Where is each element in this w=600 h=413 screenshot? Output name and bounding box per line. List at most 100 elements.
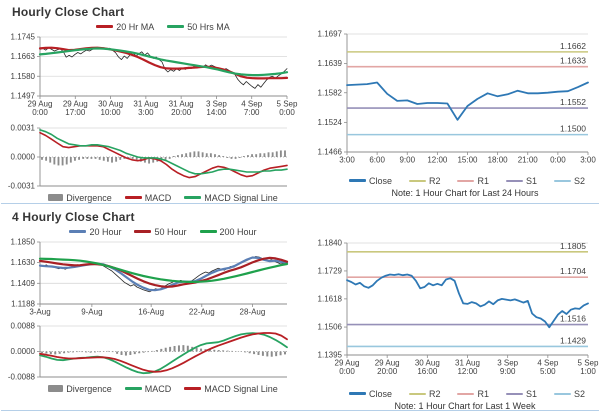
svg-text:1.1582: 1.1582 (318, 88, 343, 97)
purple-line-swatch (506, 179, 523, 182)
legend-item-r2: R2 (408, 389, 440, 399)
svg-text:1.1497: 1.1497 (11, 92, 36, 101)
svg-text:1.1850: 1.1850 (11, 238, 36, 247)
svg-text:1.1409: 1.1409 (11, 279, 36, 288)
red-line-swatch (96, 25, 114, 28)
legend-item-macd: MACD (124, 384, 171, 394)
legend-item-s2: S2 (554, 389, 585, 399)
hourly-sr-legend: Close R2 R1 S1 S2 (300, 174, 600, 187)
svg-text:1.1506: 1.1506 (318, 323, 343, 332)
svg-text:1.1697: 1.1697 (318, 30, 343, 39)
svg-text:1.1395: 1.1395 (318, 351, 343, 360)
svg-text:29 Aug: 29 Aug (28, 100, 53, 109)
horizontal-divider (1, 203, 599, 204)
svg-text:1.1630: 1.1630 (11, 258, 36, 267)
hourly-sr-note: Note: 1 Hour Chart for Last 24 Hours (391, 188, 539, 198)
svg-text:31 Aug: 31 Aug (169, 100, 194, 109)
svg-text:20:00: 20:00 (377, 367, 398, 376)
svg-text:0.0000: 0.0000 (11, 153, 36, 162)
svg-text:3 Sep: 3 Sep (206, 100, 227, 109)
weekly-sr-note: Note: 1 Hour Chart for Last 1 Week (394, 401, 536, 411)
legend-item-20hour: 20 Hour (69, 227, 121, 237)
legend-item-r1: R1 (457, 176, 489, 186)
legend-item-r2: R2 (408, 176, 440, 186)
fourhourly-macd-legend: Divergence MACD MACD Signal Line (0, 382, 300, 395)
weekly-sr-panel: 1.1840 1.1729 1.1618 1.1506 1.1395 29 Aug 0:00… (300, 205, 600, 411)
purple-line-swatch (506, 392, 523, 395)
svg-text:9-Aug: 9-Aug (81, 308, 102, 317)
fourhourly-ma-legend: 20 Hour 50 Hour 200 Hour (0, 225, 300, 238)
svg-text:21:00: 21:00 (518, 156, 539, 165)
svg-text:7:00: 7:00 (244, 108, 260, 117)
legend-item-divergence: Divergence (48, 193, 112, 203)
fourhourly-macd-chart: 0.0088 0.0000 -0.0088 (8, 322, 288, 382)
svg-text:1.1618: 1.1618 (318, 294, 343, 303)
fourhourly-chart-title: 4 Hourly Close Chart (12, 210, 135, 224)
pink-line-swatch (457, 179, 475, 182)
svg-text:3:00: 3:00 (138, 108, 154, 117)
legend-item-s2: S2 (554, 176, 585, 186)
hourly-macd-chart: 0.0031 0.0000 -0.0031 (8, 124, 288, 191)
svg-text:5 Sep: 5 Sep (578, 359, 599, 368)
red-line-swatch (184, 387, 202, 390)
hourly-chart-title: Hourly Close Chart (12, 5, 125, 19)
legend-item-200hour: 200 Hour (199, 227, 257, 237)
svg-text:22-Aug: 22-Aug (189, 308, 215, 317)
hourly-macd-legend: Divergence MACD MACD Signal Line (0, 191, 300, 204)
svg-text:0:00: 0:00 (279, 108, 295, 117)
svg-text:0:00: 0:00 (339, 367, 355, 376)
svg-text:1.1500: 1.1500 (560, 124, 586, 134)
svg-text:20:00: 20:00 (171, 108, 192, 117)
svg-text:3:00: 3:00 (339, 156, 355, 165)
svg-text:0.0000: 0.0000 (11, 347, 36, 356)
legend-item-r1: R1 (457, 389, 489, 399)
svg-text:10:00: 10:00 (101, 108, 122, 117)
svg-text:12:00: 12:00 (457, 367, 478, 376)
svg-text:1:00: 1:00 (580, 367, 596, 376)
legend-item-macd: MACD (124, 193, 171, 203)
svg-text:15:00: 15:00 (457, 156, 478, 165)
svg-text:0.0031: 0.0031 (11, 124, 36, 133)
svg-text:3 Sep: 3 Sep (497, 359, 518, 368)
svg-text:1.1805: 1.1805 (560, 241, 586, 251)
darkred-line-swatch (134, 230, 152, 233)
svg-text:1.1188: 1.1188 (11, 300, 35, 309)
legend-item-50hrs-ma: 50 Hrs MA (167, 22, 230, 32)
svg-text:9:00: 9:00 (500, 367, 516, 376)
svg-text:29 Aug: 29 Aug (63, 100, 88, 109)
legend-item-20hr-ma: 20 Hr MA (96, 22, 154, 32)
svg-text:4 Sep: 4 Sep (241, 100, 262, 109)
blue-line-swatch (348, 392, 366, 395)
svg-text:0.0088: 0.0088 (11, 322, 36, 331)
lightblue-line-swatch (554, 392, 572, 395)
svg-text:9:00: 9:00 (399, 156, 415, 165)
weekly-sr-legend: Close R2 R1 S1 S2 (300, 387, 600, 400)
legend-item-close: Close (348, 389, 392, 399)
svg-text:-0.0031: -0.0031 (8, 182, 36, 191)
svg-text:3-Aug: 3-Aug (29, 308, 50, 317)
svg-text:18:00: 18:00 (488, 156, 509, 165)
svg-text:14:00: 14:00 (206, 108, 227, 117)
gray-bar-swatch (48, 194, 64, 201)
green-line-swatch (184, 196, 202, 199)
svg-text:31 Aug: 31 Aug (133, 100, 158, 109)
svg-text:6:00: 6:00 (369, 156, 385, 165)
svg-text:30 Aug: 30 Aug (415, 359, 440, 368)
horizontal-divider-bottom (1, 410, 599, 411)
pink-line-swatch (457, 392, 475, 395)
svg-text:1.1729: 1.1729 (318, 267, 343, 276)
svg-text:1.1704: 1.1704 (560, 266, 586, 276)
green-line-swatch (167, 25, 185, 28)
hourly-ma-legend: 20 Hr MA 50 Hrs MA (0, 20, 300, 33)
svg-text:-0.0088: -0.0088 (8, 373, 36, 382)
svg-text:1.1552: 1.1552 (560, 97, 586, 107)
svg-text:31 Aug: 31 Aug (455, 359, 480, 368)
svg-text:1.1429: 1.1429 (560, 335, 586, 345)
green-line-swatch (124, 387, 142, 390)
svg-text:4 Sep: 4 Sep (537, 359, 558, 368)
gray-bar-swatch (48, 385, 64, 392)
svg-text:17:00: 17:00 (65, 108, 86, 117)
